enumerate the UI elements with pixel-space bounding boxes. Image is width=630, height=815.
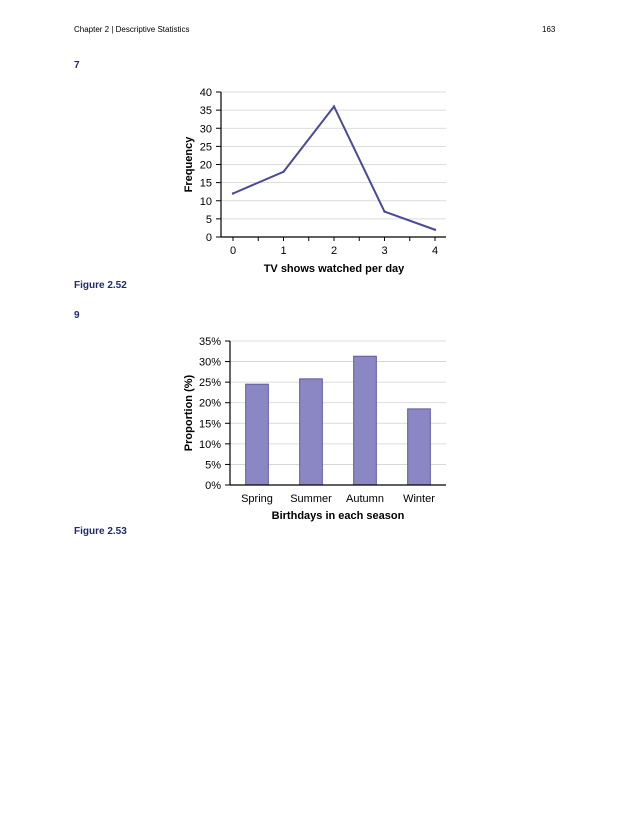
bar-spring bbox=[245, 383, 269, 486]
bar-summer bbox=[299, 378, 323, 486]
x-tick-label: 1 bbox=[280, 245, 286, 257]
data-point bbox=[231, 192, 235, 195]
data-point bbox=[282, 170, 285, 173]
bar-chart: 0% 5% 10% 15% 20% 25% 30% 35% Spring Summer Autumn… bbox=[183, 336, 446, 522]
y-tick-label: 5% bbox=[205, 459, 221, 471]
y-axis-title: Proportion (%) bbox=[183, 374, 195, 451]
y-tick-label: 0 bbox=[206, 232, 212, 244]
figure-caption-2-53: Figure 2.53 bbox=[74, 526, 127, 537]
y-tick-label: 0% bbox=[205, 480, 221, 492]
y-tick-label: 20 bbox=[200, 160, 212, 172]
x-tick-label: 3 bbox=[381, 245, 387, 257]
y-tick-label: 25 bbox=[200, 141, 212, 153]
x-tick-label: 4 bbox=[432, 245, 438, 257]
line-chart: 0 5 10 15 20 25 30 35 40 0 1 2 3 4 TV shows watched pe… bbox=[183, 87, 446, 275]
x-tick-label: 0 bbox=[230, 245, 236, 257]
y-tick-label: 30% bbox=[199, 357, 221, 369]
y-tick-label: 25% bbox=[199, 377, 221, 389]
y-tick-label: 20% bbox=[199, 398, 221, 410]
x-tick-label: 2 bbox=[331, 245, 337, 257]
x-tick-label: Summer bbox=[290, 493, 332, 505]
y-axis-title: Frequency bbox=[183, 136, 195, 193]
y-tick-label: 15% bbox=[199, 418, 221, 430]
y-tick-label: 10% bbox=[199, 439, 221, 451]
running-head: Chapter 2 | Descriptive Statistics bbox=[74, 25, 190, 34]
data-point bbox=[383, 210, 386, 213]
page-number: 163 bbox=[542, 25, 556, 34]
exercise-number-9: 9 bbox=[74, 310, 80, 321]
y-tick-label: 40 bbox=[200, 87, 212, 99]
data-point bbox=[332, 105, 336, 108]
x-axis-title: Birthdays in each season bbox=[272, 510, 405, 522]
bar-autumn bbox=[353, 355, 377, 486]
y-tick-label: 5 bbox=[206, 214, 212, 226]
bar-winter bbox=[407, 408, 431, 486]
y-tick-label: 30 bbox=[200, 123, 212, 135]
x-tick-label: Winter bbox=[403, 493, 435, 505]
x-axis-title: TV shows watched per day bbox=[264, 263, 405, 275]
data-point bbox=[433, 228, 437, 231]
figure-caption-2-52: Figure 2.52 bbox=[74, 280, 127, 291]
x-tick-label: Spring bbox=[241, 493, 273, 505]
y-tick-label: 35 bbox=[200, 105, 212, 117]
y-tick-label: 10 bbox=[200, 196, 212, 208]
x-tick-label: Autumn bbox=[346, 493, 384, 505]
y-tick-label: 35% bbox=[199, 336, 221, 348]
exercise-number-7: 7 bbox=[74, 60, 80, 71]
y-tick-label: 15 bbox=[200, 178, 212, 190]
